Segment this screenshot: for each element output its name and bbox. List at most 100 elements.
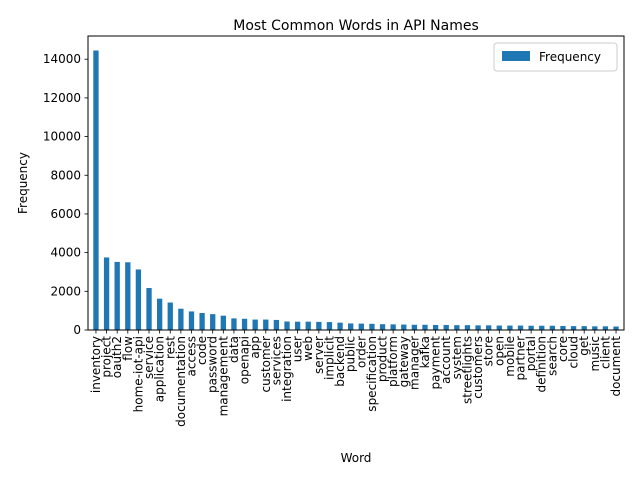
bar-user bbox=[294, 321, 301, 330]
bar-open bbox=[496, 325, 502, 330]
bar-code bbox=[199, 312, 205, 330]
bar-public bbox=[348, 323, 354, 330]
bar-oauth2 bbox=[114, 261, 120, 330]
x-tick-label: specification bbox=[365, 336, 379, 412]
x-tick-label: code bbox=[195, 336, 209, 365]
x-tick-label: product bbox=[376, 336, 390, 382]
x-tick-label: home-iot-api bbox=[131, 336, 145, 412]
bar-service bbox=[146, 288, 152, 330]
x-tick-label: account bbox=[439, 336, 453, 384]
x-axis-title: Word bbox=[341, 451, 372, 465]
bar-portal bbox=[528, 325, 534, 330]
bar-access bbox=[188, 311, 195, 330]
x-tick-label: data bbox=[227, 336, 241, 363]
bar-services bbox=[273, 319, 280, 330]
bar-customers bbox=[475, 325, 481, 330]
x-tick-label: rest bbox=[163, 336, 177, 359]
x-tick-label: application bbox=[153, 336, 167, 402]
bar-application bbox=[156, 298, 163, 330]
y-tick-label: 4000 bbox=[50, 246, 81, 260]
x-tick-label: web bbox=[301, 336, 315, 361]
bar-documentation bbox=[178, 308, 184, 330]
x-tick-label: openapi bbox=[238, 336, 252, 384]
x-axis: inventoryprojectoauth2flowhome-iot-apise… bbox=[89, 330, 623, 427]
bar-manager bbox=[411, 324, 418, 330]
legend-box bbox=[493, 42, 618, 72]
legend-label: Frequency bbox=[539, 50, 601, 64]
x-tick-label: client bbox=[598, 336, 612, 369]
bar-core bbox=[560, 325, 566, 330]
chart-title: Most Common Words in API Names bbox=[233, 18, 479, 34]
x-tick-label: access bbox=[184, 336, 198, 376]
x-tick-label: project bbox=[100, 336, 114, 378]
legend: Frequency bbox=[493, 42, 618, 72]
bar-system bbox=[454, 325, 460, 330]
x-tick-label: open bbox=[492, 336, 506, 366]
x-tick-label: implicit bbox=[322, 336, 336, 380]
bar-platform bbox=[390, 324, 396, 330]
x-tick-label: backend bbox=[333, 336, 347, 387]
x-tick-label: partner bbox=[514, 336, 528, 381]
legend-swatch bbox=[502, 51, 530, 61]
bar-openapi bbox=[241, 318, 248, 330]
x-tick-label: server bbox=[312, 336, 326, 374]
x-tick-label: user bbox=[291, 336, 305, 362]
bar-product bbox=[379, 324, 386, 330]
y-tick-label: 8000 bbox=[50, 168, 81, 182]
plot-frame bbox=[87, 35, 625, 331]
bar-account bbox=[443, 324, 449, 330]
x-tick-label: public bbox=[344, 336, 358, 372]
x-tick-label: mobile bbox=[503, 336, 517, 377]
bar-home-iot-api bbox=[135, 269, 142, 330]
bar-definition bbox=[539, 325, 545, 330]
x-tick-label: services bbox=[269, 336, 283, 385]
bar-streetlights bbox=[464, 325, 471, 330]
bar-store bbox=[486, 325, 492, 330]
x-tick-label: store bbox=[482, 336, 496, 366]
x-tick-label: streetlights bbox=[460, 336, 474, 404]
bar-implicit bbox=[326, 322, 333, 330]
bar-partner bbox=[517, 325, 524, 330]
y-tick-label: 10000 bbox=[43, 130, 81, 144]
y-axis-title: Frequency bbox=[16, 152, 30, 214]
x-tick-label: definition bbox=[535, 336, 549, 392]
x-tick-label: manager bbox=[407, 336, 421, 390]
bar-flow bbox=[125, 262, 131, 330]
bar-inventory bbox=[93, 50, 99, 330]
bar-management bbox=[220, 315, 226, 330]
x-tick-label: platform bbox=[386, 336, 400, 387]
x-tick-label: search bbox=[545, 336, 559, 376]
bar-data bbox=[231, 318, 237, 330]
y-tick-label: 2000 bbox=[50, 284, 81, 298]
x-tick-label: core bbox=[556, 336, 570, 362]
y-tick-label: 6000 bbox=[50, 207, 81, 221]
x-tick-label: gateway bbox=[397, 336, 411, 387]
y-tick-label: 14000 bbox=[43, 52, 81, 66]
x-tick-label: order bbox=[354, 336, 368, 368]
x-tick-label: system bbox=[450, 336, 464, 379]
x-tick-label: management bbox=[216, 336, 230, 417]
bar-specification bbox=[369, 323, 375, 330]
y-axis: 0 2000 4000 6000 8000 10000 12000 14000 bbox=[43, 52, 88, 337]
bar-client bbox=[602, 326, 609, 330]
bar-payment bbox=[432, 324, 439, 330]
bar-backend bbox=[337, 322, 343, 330]
bar-integration bbox=[284, 321, 290, 330]
bar-kafka bbox=[422, 324, 428, 330]
x-tick-label: music bbox=[588, 336, 602, 371]
bars-group bbox=[93, 50, 619, 330]
bar-music bbox=[592, 326, 598, 330]
x-tick-label: documentation bbox=[174, 336, 188, 427]
bar-get bbox=[581, 326, 587, 330]
bar-order bbox=[358, 323, 364, 330]
y-tick-label: 0 bbox=[73, 323, 81, 337]
bar-mobile bbox=[507, 325, 513, 330]
bar-app bbox=[252, 319, 258, 330]
x-tick-label: portal bbox=[524, 336, 538, 371]
x-tick-label: kafka bbox=[418, 336, 432, 368]
bar-server bbox=[316, 321, 322, 330]
x-tick-label: app bbox=[248, 336, 262, 359]
bar-web bbox=[305, 321, 311, 330]
bar-password bbox=[210, 314, 216, 330]
